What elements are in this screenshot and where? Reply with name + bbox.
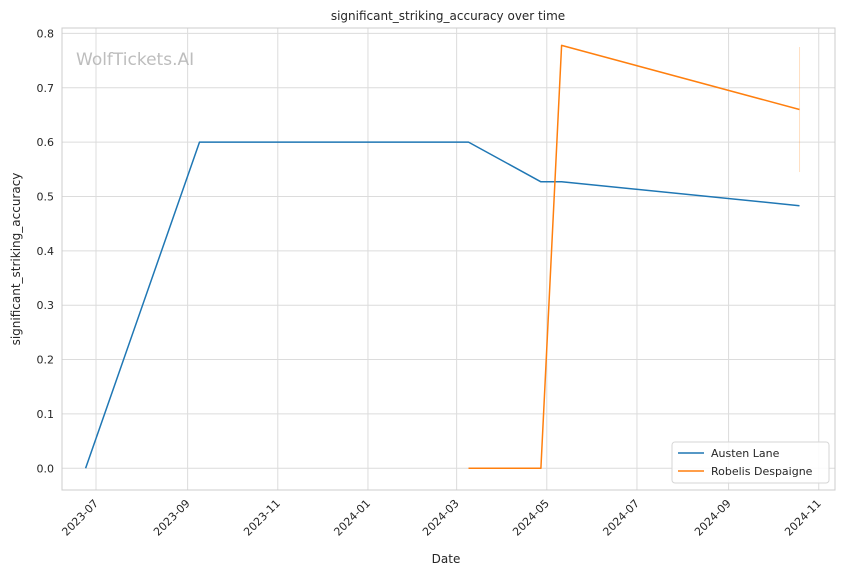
legend-box [671, 441, 830, 484]
x-axis-label: Date [432, 552, 461, 566]
watermark: WolfTickets.AI [76, 50, 194, 70]
y-tick-label: 0.8 [37, 27, 55, 40]
y-tick-label: 0.6 [37, 136, 55, 149]
series-layer [84, 44, 801, 470]
legend-label-austen-lane: Austen Lane [711, 447, 780, 460]
y-tick-label: 0.7 [37, 82, 55, 95]
series-line-austen-lane [84, 141, 800, 469]
y-tick-label: 0.3 [37, 299, 55, 312]
y-tick-label: 0.2 [37, 354, 55, 367]
y-tick-label: 0.0 [37, 462, 55, 475]
y-axis-ticks: 0.0 0.1 0.2 0.3 0.4 0.5 0.6 0.7 0.8 [37, 27, 55, 475]
y-tick-label: 0.4 [37, 245, 55, 258]
plot-frame [61, 27, 836, 491]
y-axis-label: significant_striking_accuracy [9, 173, 23, 346]
grid [62, 28, 835, 490]
series-line-robelis-despaigne [468, 44, 800, 470]
legend-label-robelis-despaigne: Robelis Despaigne [711, 465, 813, 478]
y-tick-label: 0.5 [37, 190, 55, 203]
chart-title: significant_striking_accuracy over time [331, 9, 565, 23]
legend: Austen Lane Robelis Despaigne [671, 441, 830, 484]
y-tick-label: 0.1 [37, 408, 55, 421]
